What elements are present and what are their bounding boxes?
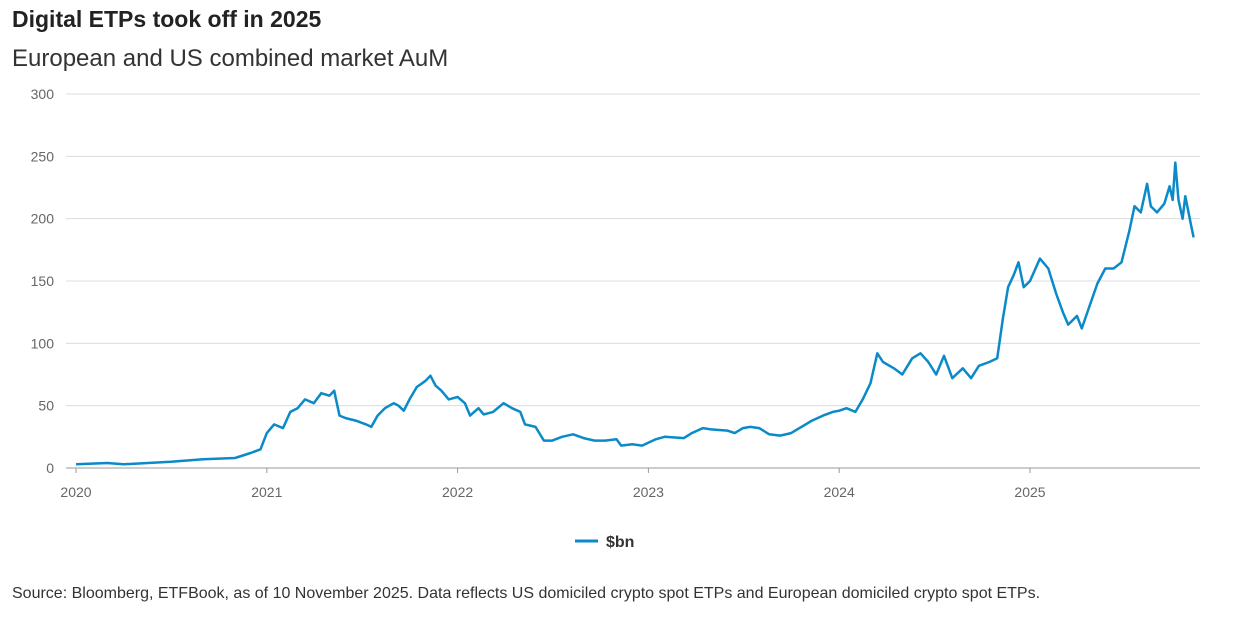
x-tick-label: 2023 [633, 484, 664, 500]
legend-label: $bn [606, 534, 634, 551]
y-tick-label: 200 [31, 211, 55, 227]
y-tick-label: 100 [31, 335, 55, 351]
y-tick-label: 250 [31, 148, 55, 164]
x-tick-label: 2024 [824, 484, 855, 500]
y-tick-label: 0 [46, 460, 54, 476]
chart-title: Digital ETPs took off in 2025 [12, 6, 322, 32]
y-tick-label: 300 [31, 86, 55, 102]
x-tick-label: 2020 [60, 484, 91, 500]
y-tick-label: 150 [31, 273, 55, 289]
source-note: Source: Bloomberg, ETFBook, as of 10 Nov… [12, 585, 1041, 602]
x-tick-label: 2021 [251, 484, 282, 500]
chart-subtitle: European and US combined market AuM [12, 45, 449, 72]
series-line [75, 161, 1195, 466]
x-tick-label: 2022 [442, 484, 473, 500]
y-tick-label: 50 [38, 398, 54, 414]
x-tick-label: 2025 [1014, 484, 1045, 500]
